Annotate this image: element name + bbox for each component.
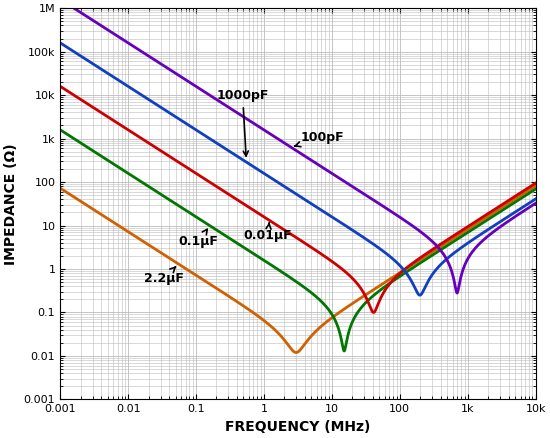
Text: 1000pF: 1000pF: [217, 89, 269, 156]
Text: 2.2μF: 2.2μF: [144, 267, 184, 285]
Text: 100pF: 100pF: [295, 131, 344, 147]
Y-axis label: IMPEDANCE (Ω): IMPEDANCE (Ω): [4, 143, 18, 265]
Text: 0.1μF: 0.1μF: [178, 229, 218, 248]
X-axis label: FREQUENCY (MHz): FREQUENCY (MHz): [225, 420, 371, 434]
Text: 0.01μF: 0.01μF: [244, 223, 292, 242]
